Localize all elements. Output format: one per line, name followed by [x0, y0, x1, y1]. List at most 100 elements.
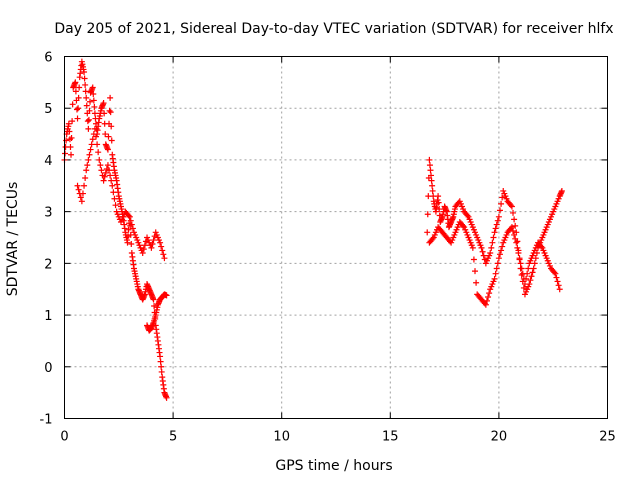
data-point: [98, 167, 105, 174]
data-point: [75, 94, 82, 101]
data-point: [426, 156, 433, 163]
data-point: [554, 278, 561, 285]
data-point: [470, 256, 477, 263]
data-point: [511, 216, 518, 223]
data-point: [158, 363, 165, 370]
data-point: [518, 271, 525, 278]
data-point: [127, 217, 134, 224]
data-point: [489, 239, 496, 246]
data-point: [69, 118, 76, 125]
data-point: [158, 368, 165, 375]
data-point: [140, 246, 147, 253]
data-point: [157, 239, 164, 246]
data-point: [112, 202, 119, 209]
x-tick-label: 0: [60, 430, 68, 445]
x-tick-label: 25: [599, 430, 616, 445]
y-tick-label: 3: [44, 206, 52, 221]
data-point: [435, 199, 442, 206]
data-point: [84, 162, 91, 169]
data-point: [124, 239, 131, 246]
data-point: [129, 225, 136, 232]
data-point: [87, 146, 94, 153]
data-point: [83, 102, 90, 109]
plot-frame: [64, 56, 608, 419]
grid-layer: [64, 56, 608, 419]
data-point: [72, 79, 79, 86]
data-point: [74, 115, 81, 122]
data-point: [480, 252, 487, 259]
data-point: [65, 120, 72, 127]
data-point: [527, 277, 534, 284]
y-axis-label: SDTVAR / TECUs: [5, 182, 21, 297]
data-point: [109, 182, 116, 189]
data-point: [82, 88, 89, 95]
data-point: [494, 260, 501, 267]
data-point: [518, 265, 525, 272]
data-point: [428, 177, 435, 184]
data-point: [104, 146, 111, 153]
data-point: [428, 172, 435, 179]
data-point: [111, 195, 118, 202]
data-point: [77, 194, 84, 201]
data-point: [483, 297, 490, 304]
data-point: [491, 275, 498, 282]
tick-layer: 0 5 10 15 20 25 -1 0 1 2 3 4 5 6: [40, 51, 616, 445]
data-point: [100, 177, 107, 184]
data-point: [163, 292, 170, 299]
data-point: [90, 90, 97, 97]
data-point: [82, 81, 89, 88]
y-tick-label: 5: [44, 102, 52, 117]
data-point: [496, 207, 503, 214]
data-point: [94, 141, 101, 148]
data-point: [435, 193, 442, 200]
data-point: [491, 229, 498, 236]
data-point: [141, 242, 148, 249]
data-point: [85, 116, 92, 123]
data-point: [551, 269, 558, 276]
data-point: [512, 235, 519, 242]
data-point: [86, 107, 93, 114]
data-point: [521, 281, 528, 288]
data-point: [538, 243, 545, 250]
data-point: [67, 144, 74, 150]
data-point: [91, 110, 98, 117]
data-point: [160, 251, 167, 258]
data-point: [429, 187, 436, 194]
data-point: [159, 247, 166, 254]
data-point: [108, 137, 115, 144]
data-point: [508, 224, 515, 231]
data-point: [513, 239, 520, 246]
data-point: [75, 105, 82, 112]
data-point: [558, 187, 565, 194]
data-point: [556, 286, 563, 293]
data-point: [102, 131, 109, 138]
data-point: [528, 273, 535, 280]
data-point: [106, 167, 113, 174]
data-point: [81, 75, 88, 82]
data-point: [472, 268, 479, 275]
data-point: [108, 123, 115, 130]
data-point: [107, 172, 114, 179]
data-point: [105, 133, 112, 140]
data-point: [75, 186, 82, 193]
data-point: [107, 109, 114, 116]
data-point: [493, 265, 500, 272]
series-segment-1-upper: [74, 125, 168, 262]
data-point: [161, 255, 168, 262]
data-point: [469, 244, 476, 251]
data-point: [62, 150, 69, 157]
data-point: [531, 260, 538, 267]
data-point: [508, 203, 515, 210]
data-point: [494, 217, 501, 224]
data-point: [485, 293, 492, 300]
data-point: [90, 97, 97, 104]
data-point: [85, 156, 92, 163]
data-point: [91, 125, 98, 132]
data-point: [87, 98, 94, 105]
data-point: [516, 255, 523, 262]
data-point: [157, 353, 164, 360]
data-point: [81, 182, 88, 189]
y-tick-label: 4: [44, 154, 52, 169]
data-point: [88, 141, 95, 148]
